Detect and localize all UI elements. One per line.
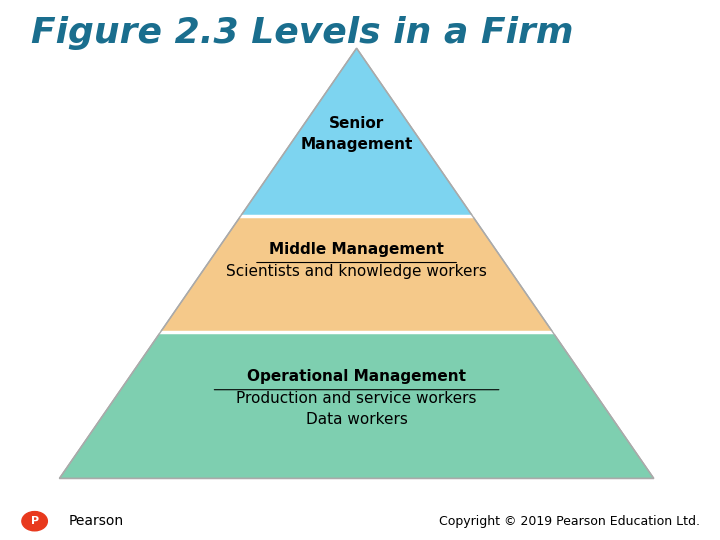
Text: Production and service workers: Production and service workers bbox=[236, 391, 477, 406]
Text: Scientists and knowledge workers: Scientists and knowledge workers bbox=[226, 264, 487, 279]
Text: Operational Management: Operational Management bbox=[247, 369, 466, 384]
Text: Senior
Management: Senior Management bbox=[300, 116, 413, 152]
Circle shape bbox=[22, 511, 48, 531]
Text: Middle Management: Middle Management bbox=[269, 242, 444, 257]
Polygon shape bbox=[240, 48, 472, 216]
Text: P: P bbox=[30, 516, 39, 526]
Text: Pearson: Pearson bbox=[68, 514, 124, 528]
Polygon shape bbox=[161, 216, 553, 332]
Text: Figure 2.3 Levels in a Firm: Figure 2.3 Levels in a Firm bbox=[31, 16, 574, 50]
Text: Data workers: Data workers bbox=[306, 412, 408, 427]
Polygon shape bbox=[59, 332, 654, 478]
Text: Copyright © 2019 Pearson Education Ltd.: Copyright © 2019 Pearson Education Ltd. bbox=[438, 515, 700, 528]
